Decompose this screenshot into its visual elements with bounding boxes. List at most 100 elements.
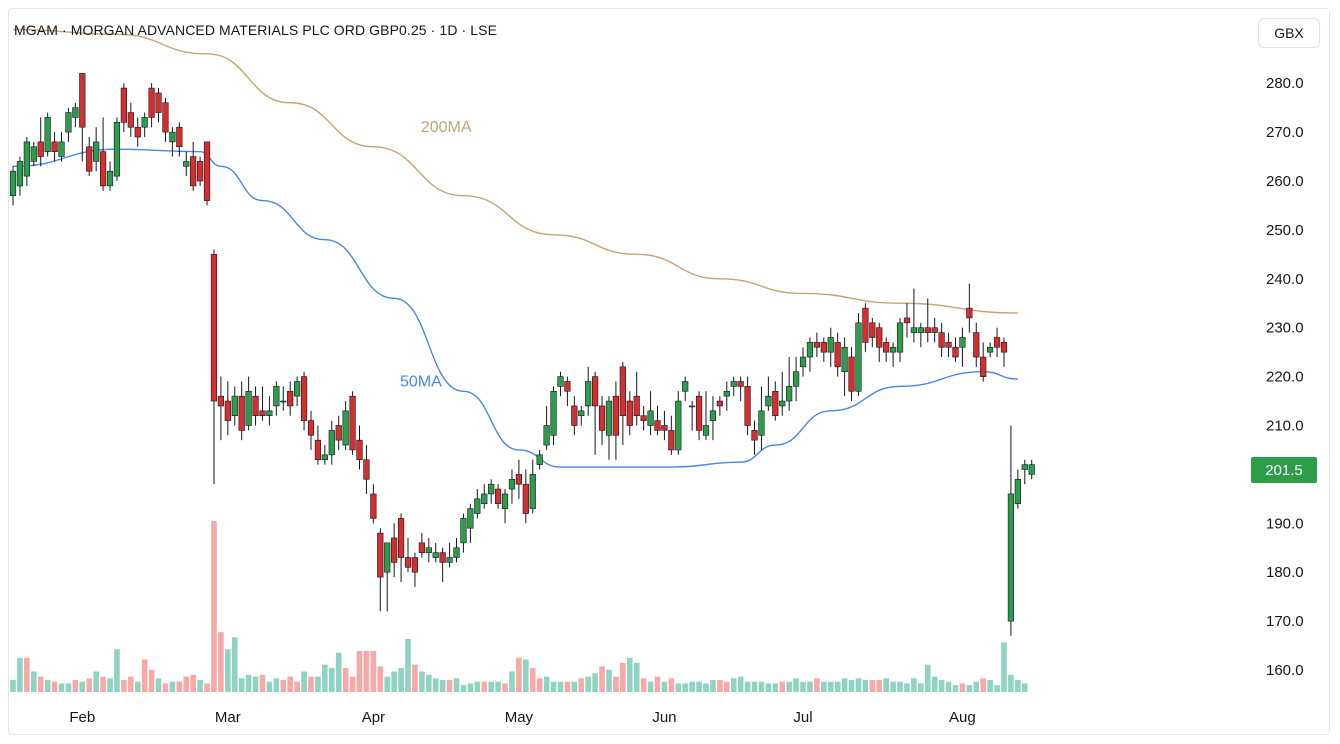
y-tick-label: 160.0 [1266,662,1304,679]
volume-bar [460,685,467,692]
volume-bar [890,681,896,692]
candle [813,332,820,358]
candle-body [612,395,620,436]
volume-bar [945,681,952,692]
candle-body [384,542,391,573]
candle-body [813,342,820,348]
candle [973,322,980,367]
candle [765,376,772,411]
candle [903,303,911,338]
ma-label-200ma: 200MA [421,119,472,136]
candle-body [86,146,93,172]
candle-body [855,322,862,392]
candle [619,361,626,446]
volume-bar [1015,680,1021,692]
candle-body [869,322,876,338]
volume-bar [238,678,245,692]
time-axis: Feb Mar Apr May Jun Jul Aug [69,709,975,726]
volume-bar [973,681,980,692]
candle-body [654,420,661,431]
volume-bar [495,681,501,692]
volume-bar [938,680,945,692]
volume-bar [287,676,293,692]
y-tick-label: 190.0 [1266,515,1304,532]
candle-body [959,337,966,348]
volume-bar [827,681,834,692]
candle-body [695,395,703,431]
candle [342,401,349,450]
candle [217,376,225,441]
volume-bar [980,678,986,692]
volume-bar [585,676,591,692]
candle [37,117,44,167]
volume-bar [24,657,30,692]
candle-body [300,376,308,421]
volume-bar [834,681,841,692]
candle [58,132,65,162]
candle-body [342,410,349,446]
candle [515,459,522,499]
candle-body [564,381,571,392]
candle [377,528,384,612]
candle-body [148,87,155,118]
candle-body [494,488,502,505]
candle-body [661,425,668,431]
x-tick-label: Jun [652,709,676,726]
volume-bar [370,650,377,692]
candle [148,83,155,128]
candle-body [883,342,890,353]
candle [432,542,439,563]
candle [494,484,502,509]
candle [730,376,737,397]
candle-body [155,92,162,113]
volume-bar [779,681,786,692]
candle [799,347,807,377]
candle-body [134,126,141,138]
currency-button[interactable]: GBX [1258,18,1320,48]
candle [453,537,460,563]
y-tick-label: 270.0 [1266,124,1304,141]
candle [605,396,613,460]
candle-body [349,395,356,451]
candle [917,322,924,348]
candle-body [314,439,322,461]
candle-body [294,381,301,397]
candle-body [356,439,363,461]
candle [501,489,509,524]
candle-body [786,386,793,402]
candle [106,161,114,191]
candle [695,391,703,441]
x-tick-label: Mar [215,709,241,726]
candle [321,445,328,465]
candle [792,357,800,402]
candle [439,547,446,582]
candle [702,391,710,441]
candle-body [772,390,779,417]
candle [571,396,578,436]
candlesticks [9,73,1035,636]
volume-bar [523,659,529,692]
candle [370,484,377,524]
volume-bar [855,678,862,692]
candle [488,479,495,504]
volume-bar [65,683,72,692]
candle [231,386,238,426]
x-tick-label: Aug [949,709,976,726]
volume-bar [328,668,335,692]
volume-bar [183,676,190,692]
volume-bar [426,674,432,692]
candle-body [779,400,786,407]
candle-body [536,454,543,465]
volume-bar [86,678,93,692]
candle-body [397,518,405,558]
ma-line-200ma [12,28,1018,314]
volume-bar [911,678,917,692]
volume-bar [363,650,370,692]
volume-bar [814,678,820,692]
candle [481,484,488,509]
candle-body [640,415,647,421]
candle [890,342,897,367]
candle-body [127,112,134,128]
candle-body [890,346,897,353]
